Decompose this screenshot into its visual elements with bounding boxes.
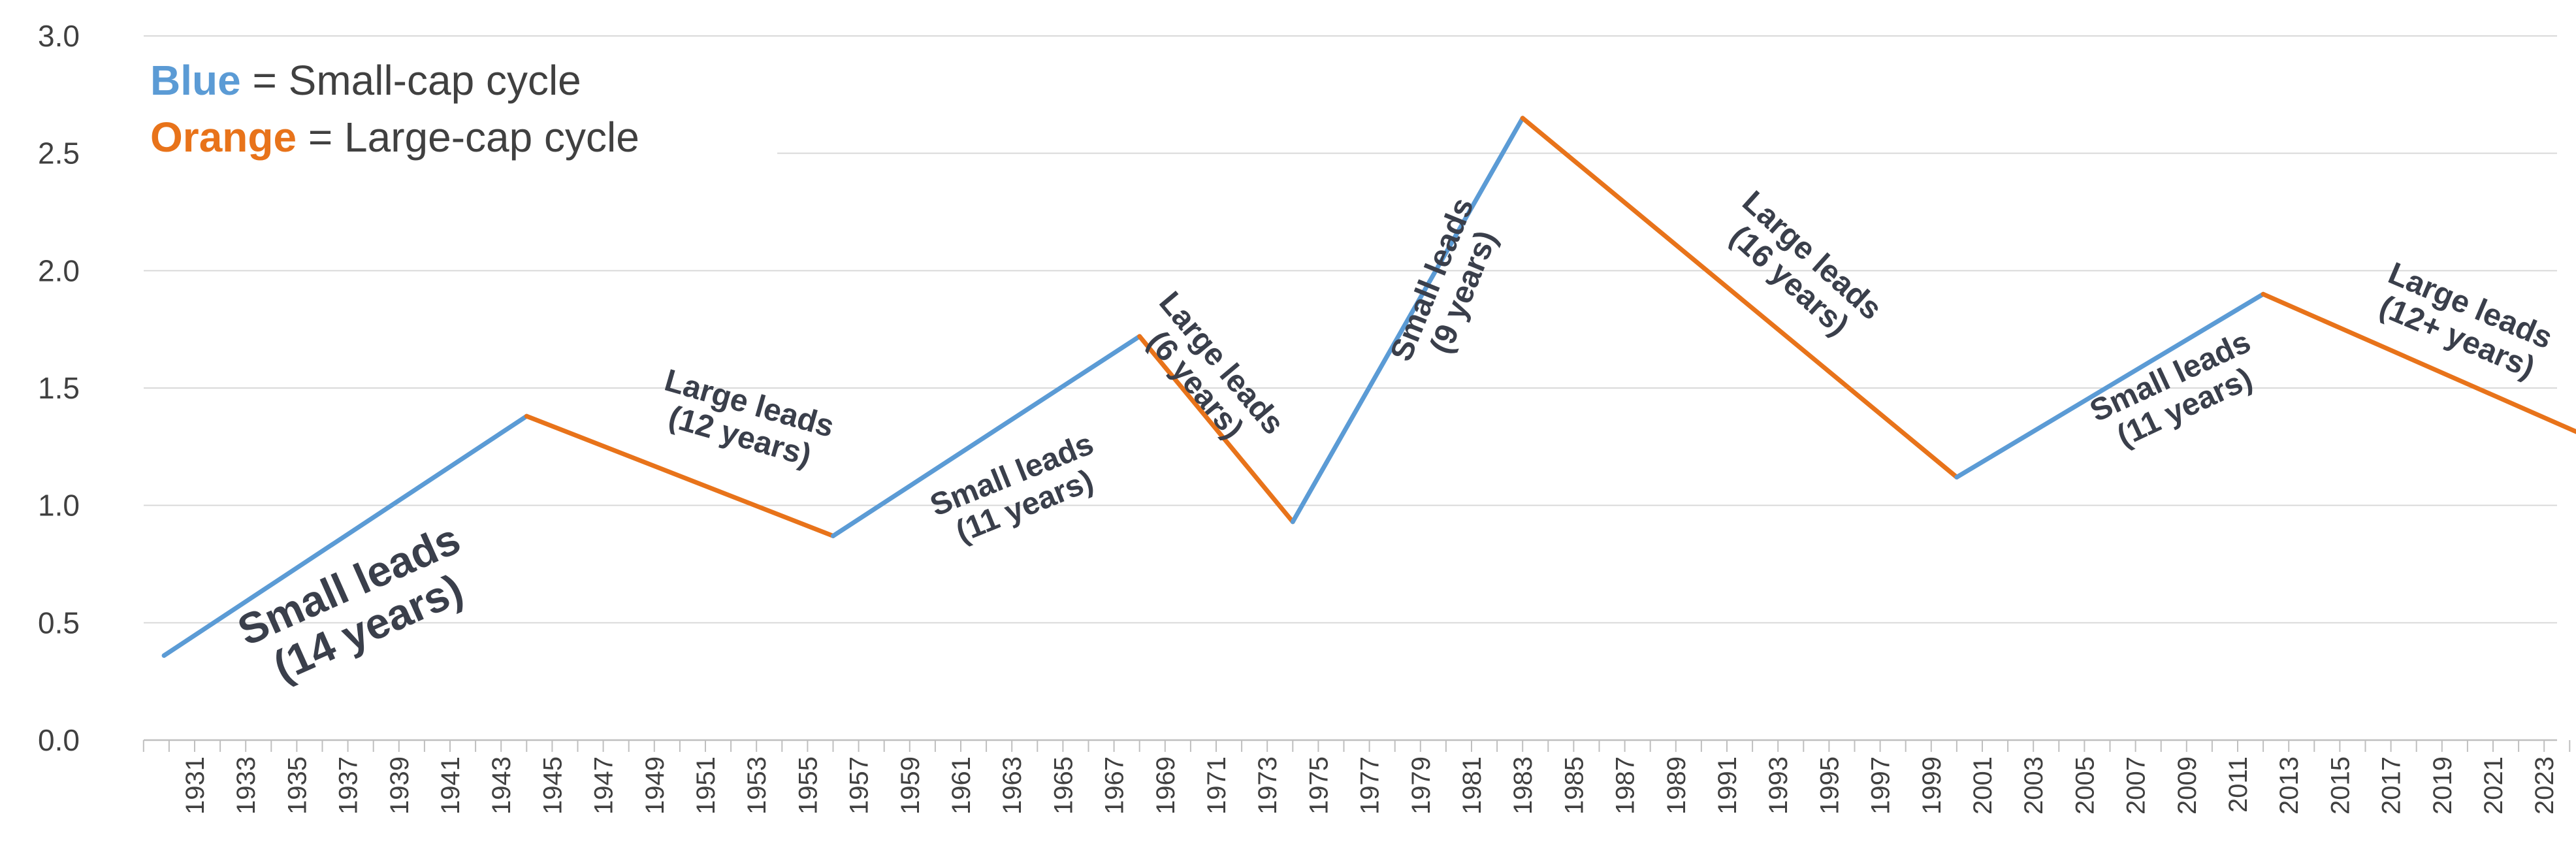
x-tick-label: 1977 <box>1356 756 1385 815</box>
x-tick-label: 1935 <box>283 756 312 815</box>
x-tick-label: 1947 <box>590 756 619 815</box>
y-tick-label: 1.5 <box>38 371 80 405</box>
x-tick-label: 2019 <box>2428 756 2457 815</box>
x-tick-label: 1931 <box>181 756 210 815</box>
x-tick-label: 1953 <box>743 756 771 815</box>
annotations: Small leads(14 years) Large leads(12 year… <box>231 184 2558 698</box>
annotation: Small leads(11 years) <box>926 427 1111 555</box>
x-tick-label: 1945 <box>538 756 567 815</box>
x-tick-label: 1987 <box>1611 756 1640 815</box>
series-line <box>1137 334 1295 525</box>
x-tick-label: 1979 <box>1407 756 1436 815</box>
x-tick-label: 2001 <box>1969 756 1997 815</box>
annotation: Large leads(6 years) <box>1126 285 1291 463</box>
legend-text-blue: = Small-cap cycle <box>252 57 581 104</box>
x-tick-label: 1949 <box>641 756 669 815</box>
x-tick-label: 1933 <box>232 756 261 815</box>
legend-text-orange: = Large-cap cycle <box>308 114 639 161</box>
x-axis: 1931 1933 1935 1937 1939 1941 1943 1945 1947 1949… <box>142 739 2571 815</box>
x-tick-label: 1975 <box>1304 756 1333 815</box>
series-line <box>1520 116 1959 479</box>
y-tick-label: 3.0 <box>38 19 80 53</box>
series-line <box>1290 116 1525 525</box>
x-tick-label: 2011 <box>2224 756 2253 813</box>
x-tick-label: 2015 <box>2326 756 2355 815</box>
x-tick-label: 1959 <box>896 756 925 815</box>
legend-key-blue: Blue <box>150 57 241 104</box>
legend: Blue = Small-cap cycle Orange = Large-ca… <box>140 46 777 167</box>
x-tick-label: 1965 <box>1049 756 1078 815</box>
x-tick-label: 2003 <box>2020 756 2048 815</box>
series-lines <box>161 116 2576 658</box>
series-line <box>1954 291 2266 479</box>
x-tick-label: 2007 <box>2122 756 2151 815</box>
series-line <box>831 334 1142 538</box>
legend-entry-orange: Orange = Large-cap cycle <box>150 114 639 161</box>
x-tick-label: 2013 <box>2275 756 2304 815</box>
series-line <box>2261 291 2576 434</box>
x-tick-label: 1943 <box>487 756 516 815</box>
y-tick-label: 1.0 <box>38 489 80 523</box>
x-tick-label: 2005 <box>2070 756 2099 815</box>
y-tick-label: 0.5 <box>38 606 80 640</box>
x-tick-label: 1969 <box>1151 756 1180 815</box>
y-tick-label: 2.0 <box>38 253 80 287</box>
annotation: Large leads(12 years) <box>651 363 837 477</box>
annotation: Small leads(9 years) <box>1384 193 1512 378</box>
x-tick-label: 1989 <box>1662 756 1691 815</box>
x-tick-label: 1991 <box>1713 756 1742 815</box>
x-tick-label: 1941 <box>436 756 465 815</box>
x-tick-label: 1937 <box>334 756 363 815</box>
x-tick-label: 1983 <box>1509 756 1538 815</box>
x-tick-label: 1955 <box>794 756 822 815</box>
x-tick-label: 1951 <box>692 756 720 815</box>
y-tick-label: 2.5 <box>38 137 80 170</box>
x-tick-label: 2023 <box>2530 756 2559 815</box>
x-tick-label: 1973 <box>1253 756 1282 815</box>
x-tick-label: 1967 <box>1101 756 1129 815</box>
x-tick-label: 1971 <box>1202 756 1231 815</box>
y-tick-label: 0.0 <box>38 723 80 757</box>
x-tick-label: 1963 <box>998 756 1027 815</box>
y-axis: 0.0 0.5 1.0 1.5 2.0 2.5 3.0 <box>38 19 80 757</box>
annotation: Large leads(16 years) <box>1713 184 1889 352</box>
x-tick-label: 1981 <box>1458 756 1487 815</box>
x-tick-label: 1999 <box>1918 756 1946 815</box>
x-tick-label: 2009 <box>2173 756 2202 815</box>
x-tick-label: 1961 <box>947 756 976 815</box>
annotation: Small leads(14 years) <box>231 514 486 698</box>
x-tick-label: 1985 <box>1560 756 1588 815</box>
legend-key-orange: Orange <box>150 114 297 161</box>
annotation: Large leads(12+ years) <box>2370 256 2558 387</box>
x-tick-label: 1995 <box>1815 756 1844 815</box>
x-tick-label: 1993 <box>1764 756 1793 815</box>
x-tick-label: 2017 <box>2377 756 2406 815</box>
x-tick-label: 1957 <box>845 756 874 815</box>
x-tick-label: 1997 <box>1867 756 1895 815</box>
series-line <box>524 413 835 538</box>
x-tick-label: 1939 <box>385 756 414 815</box>
series-line <box>161 413 529 658</box>
x-tick-label: 2021 <box>2479 756 2508 815</box>
legend-entry-blue: Blue = Small-cap cycle <box>150 57 581 104</box>
